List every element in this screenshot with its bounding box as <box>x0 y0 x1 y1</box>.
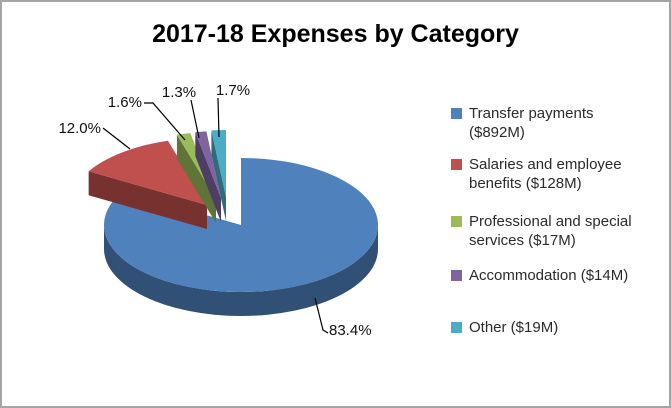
percent-label-salaries-and-employee-benefits: 12.0% <box>58 120 101 137</box>
chart-legend: Transfer payments ($892M) Salaries and emp… <box>451 104 659 350</box>
chart-title: 2017-18 Expenses by Category <box>152 20 519 48</box>
legend-item-salaries-and-employee-benefits: Salaries and employee benefits ($128M) <box>451 155 659 193</box>
percent-labels: 83.4% 12.0% 1.6% 1.3% 1.7% <box>58 82 371 339</box>
leader-line-salaries-and-employee-benefits <box>102 127 131 150</box>
legend-item-label: Other ($19M) <box>469 319 559 336</box>
pie-slice-professional-and-special-services-face <box>176 134 216 223</box>
leader-lines <box>102 97 329 334</box>
leader-line-transfer-payments <box>314 297 329 334</box>
pie-slice-accommodation <box>195 131 221 198</box>
percent-label-accommodation: 1.3% <box>162 84 196 101</box>
legend-swatch-icon <box>451 216 462 227</box>
legend-item-label: Professional and special services ($17M) <box>469 213 632 249</box>
pie-slice-other-face <box>211 130 226 221</box>
leader-line-accommodation <box>190 99 200 139</box>
pie-slice-transfer-payments-side <box>104 225 378 316</box>
legend-item-transfer-payments: Transfer payments ($892M) <box>451 104 659 142</box>
percent-label-other: 1.7% <box>216 82 250 99</box>
legend-item-label: Transfer payments ($892M) <box>469 105 594 141</box>
pie-slice-transfer-payments <box>104 158 379 292</box>
leader-line-other <box>217 97 220 138</box>
legend-swatch-icon <box>451 270 462 281</box>
percent-label-transfer-payments: 83.4% <box>329 322 372 339</box>
legend-item-label: Salaries and employee benefits ($128M) <box>469 156 622 192</box>
pie-slices <box>88 130 379 316</box>
legend-swatch-icon <box>451 108 462 119</box>
legend-swatch-icon <box>451 322 462 333</box>
legend-item-other: Other ($19M) <box>451 318 659 337</box>
pie-slice-accommodation-face <box>195 132 221 222</box>
pie-slice-other <box>211 130 226 197</box>
legend-swatch-icon <box>451 159 462 170</box>
pie-slice-salaries-and-employee-benefits-face <box>88 171 207 229</box>
percent-label-professional-and-special-services: 1.6% <box>108 94 142 111</box>
legend-item-label: Accommodation ($14M) <box>469 267 629 284</box>
leader-line-professional-and-special-services <box>144 102 186 141</box>
legend-item-professional-and-special-services: Professional and special services ($17M) <box>451 212 659 250</box>
legend-item-accommodation: Accommodation ($14M) <box>451 266 659 285</box>
